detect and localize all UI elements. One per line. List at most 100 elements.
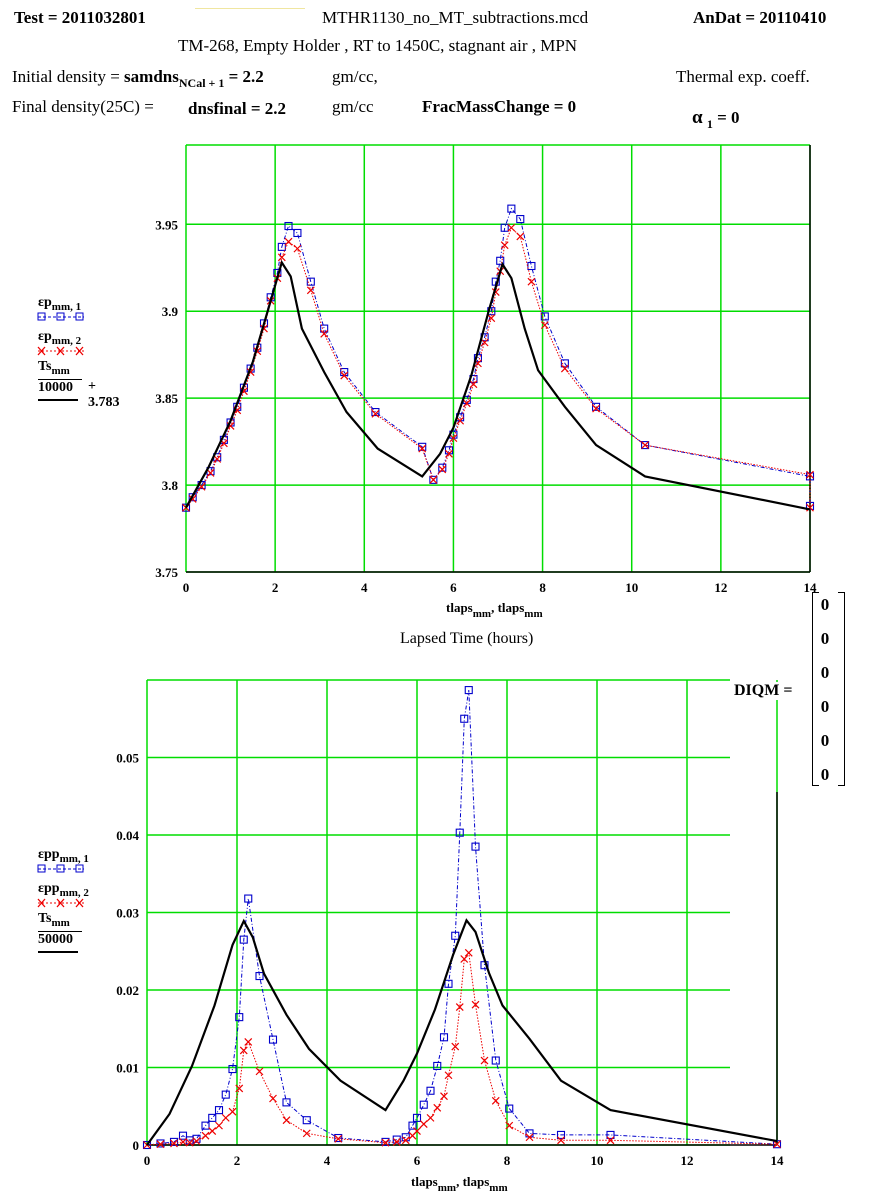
legend-1-series-2-swatch bbox=[37, 346, 84, 356]
y-tick-label: 0.04 bbox=[116, 828, 139, 843]
series-1-point bbox=[169, 1137, 179, 1146]
andat-label: AnDat = 20110410 bbox=[693, 8, 827, 27]
diqm-label: DIQM = bbox=[732, 682, 795, 700]
series-3-line bbox=[185, 259, 811, 511]
x-tick-label: 12 bbox=[681, 1153, 694, 1168]
series-1-point bbox=[805, 472, 815, 481]
chart-1-xlabel-a-sub: mm bbox=[472, 608, 492, 620]
series-2-point bbox=[440, 1092, 448, 1101]
x-tick-label: 10 bbox=[591, 1153, 604, 1168]
series-2-point bbox=[413, 1127, 421, 1135]
series-2-point bbox=[606, 1136, 615, 1145]
series-1-point bbox=[239, 935, 248, 944]
series-1-point bbox=[444, 979, 453, 988]
x-tick-label: 4 bbox=[324, 1153, 331, 1168]
series-2-point bbox=[192, 1137, 201, 1146]
alpha-value: = 0 bbox=[717, 108, 740, 127]
legend-2-series-2: εppmm, 2 bbox=[38, 881, 89, 899]
series-2-point bbox=[460, 955, 469, 963]
series-2-point bbox=[433, 1103, 442, 1112]
x-tick-label: 8 bbox=[504, 1153, 511, 1168]
series-1-point bbox=[181, 503, 191, 512]
y-tick-label: 0 bbox=[133, 1138, 140, 1153]
series-1-point bbox=[419, 1100, 428, 1109]
series-1-point bbox=[556, 1130, 566, 1139]
legend-1-s3-offset: + 3.783 bbox=[88, 379, 120, 410]
final-density-prefix: Final density(25C) = bbox=[12, 97, 154, 116]
x-tick-label: 10 bbox=[625, 580, 638, 595]
series-2-point bbox=[277, 253, 286, 262]
series-2-point bbox=[641, 441, 650, 450]
legend-2-s3-fraction-bar bbox=[38, 931, 82, 932]
legend-2-s3-num: Ts bbox=[38, 911, 52, 926]
series-2-point bbox=[480, 1056, 489, 1065]
series-2-point bbox=[185, 1138, 194, 1147]
series-2-point bbox=[392, 1137, 401, 1146]
series-1-point bbox=[540, 312, 549, 321]
series-1-point bbox=[433, 1061, 442, 1070]
initial-density-val: = 2.2 bbox=[228, 67, 264, 86]
series-2-point bbox=[527, 277, 536, 286]
y-tick-label: 3.9 bbox=[162, 304, 179, 319]
series-2-point bbox=[444, 1071, 453, 1080]
series-2-point bbox=[156, 1140, 165, 1149]
legend-2-series-1-swatch bbox=[37, 864, 84, 873]
legend-2-series-1: εppmm, 1 bbox=[38, 847, 89, 865]
chart-1-xlabel-b-sub: mm bbox=[524, 608, 543, 620]
legend-2-s1-sub: mm, 1 bbox=[59, 853, 89, 865]
series-2-point bbox=[456, 416, 465, 425]
series-3-line bbox=[146, 918, 778, 1146]
series-2-point bbox=[215, 1121, 223, 1130]
series-1-point bbox=[592, 402, 601, 411]
series-1-point bbox=[228, 1065, 237, 1074]
series-1-point bbox=[244, 894, 253, 903]
series-2-point bbox=[491, 1096, 500, 1105]
series-2-point bbox=[401, 1136, 410, 1145]
x-tick-label: 6 bbox=[414, 1153, 421, 1168]
series-1-point bbox=[438, 463, 447, 472]
series-2-point bbox=[371, 409, 380, 418]
x-tick-label: 12 bbox=[714, 580, 727, 595]
series-2-point bbox=[293, 244, 302, 253]
x-tick-label: 6 bbox=[450, 580, 457, 595]
legend-1-s1-base: εp bbox=[38, 295, 52, 310]
alpha-symbol: α bbox=[692, 107, 703, 128]
legend-2-s2-sub: mm, 2 bbox=[59, 887, 89, 899]
series-1-point bbox=[560, 359, 569, 368]
y-tick-label: 3.95 bbox=[155, 217, 178, 232]
legend-2-s3-denominator: 50000 bbox=[38, 932, 73, 947]
series-2-point bbox=[201, 1131, 210, 1140]
series-2-point bbox=[179, 1137, 187, 1146]
y-tick-label: 0.01 bbox=[116, 1061, 139, 1076]
initial-density-sub: NCal + 1 bbox=[178, 76, 225, 90]
chart-2-derivative: 0 2 4 6 8 10 12 14 0 0.01 0.02 0.03 0.04 0.05 bbox=[116, 679, 784, 1168]
diqm-right-bracket bbox=[838, 592, 845, 786]
series-1-point bbox=[426, 1086, 435, 1095]
y-tick-label: 3.85 bbox=[155, 391, 178, 406]
diqm-value-0: 0 bbox=[820, 595, 830, 614]
thermal-exp-label: Thermal exp. coeff. bbox=[676, 67, 810, 86]
test-label: Test = 2011032801 bbox=[14, 8, 146, 27]
series-1-point bbox=[214, 1106, 224, 1115]
chart-2-xlabel-b-sub: mm bbox=[489, 1182, 508, 1194]
chart-2-xlabel-a: tlaps bbox=[411, 1174, 438, 1189]
series-2-point bbox=[557, 1136, 565, 1145]
series-2-point bbox=[213, 455, 222, 463]
series-1-point bbox=[381, 1137, 390, 1146]
legend-1-series-3-swatch bbox=[38, 399, 78, 401]
series-1-point bbox=[284, 221, 293, 231]
series-1-point bbox=[208, 1113, 217, 1122]
legend-1-series-3: Tsmm 10000 + 3.783 bbox=[38, 359, 120, 410]
y-tick-label: 3.75 bbox=[155, 565, 178, 580]
series-2-point bbox=[284, 237, 293, 246]
series-2-point bbox=[340, 371, 349, 380]
series-1-point bbox=[221, 1090, 230, 1099]
series-1-point bbox=[505, 1104, 514, 1113]
series-1-point bbox=[156, 1139, 165, 1148]
series-2-point bbox=[500, 241, 509, 250]
series-1-point bbox=[178, 1131, 188, 1140]
series-2-point bbox=[464, 948, 473, 957]
series-2-point bbox=[560, 364, 569, 373]
series-2-point bbox=[429, 475, 438, 484]
filename: MTHR1130_no_MT_subtractions.mcd bbox=[322, 8, 589, 27]
